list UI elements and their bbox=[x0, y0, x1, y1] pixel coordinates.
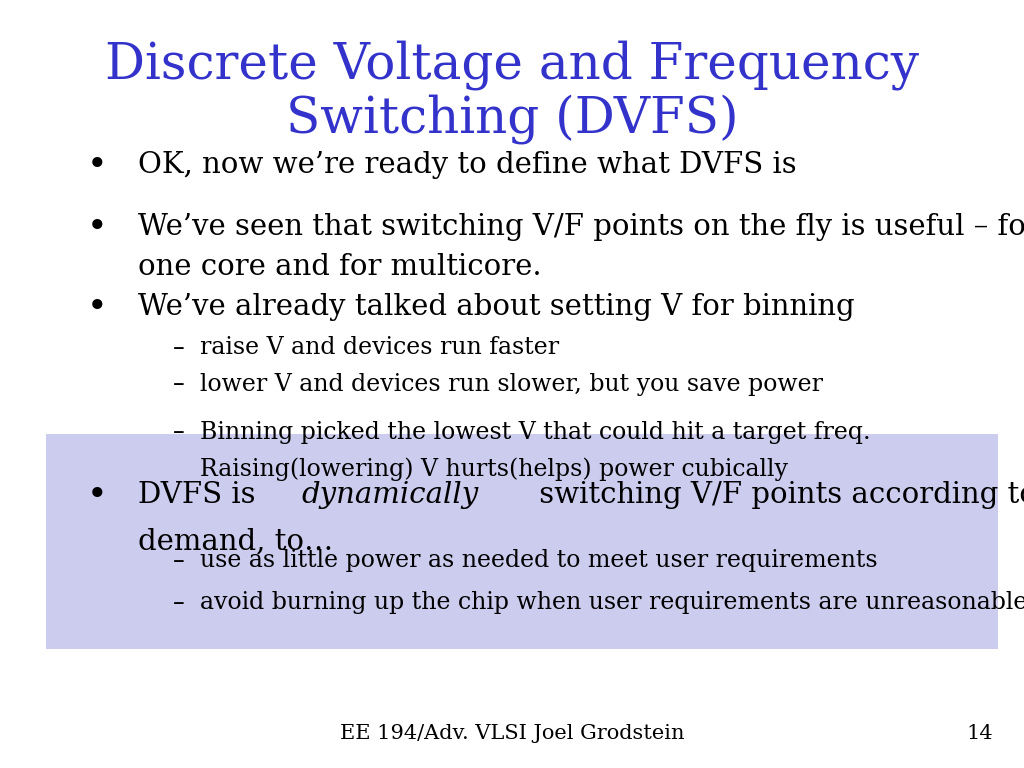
Text: –: – bbox=[173, 372, 185, 396]
Text: •: • bbox=[87, 210, 108, 243]
Text: demand, to…: demand, to… bbox=[138, 528, 334, 555]
Text: DVFS is: DVFS is bbox=[138, 482, 265, 509]
Text: –: – bbox=[173, 548, 185, 573]
Text: •: • bbox=[87, 148, 108, 182]
Text: We’ve already talked about setting V for binning: We’ve already talked about setting V for… bbox=[138, 293, 855, 321]
Text: lower V and devices run slower, but you save power: lower V and devices run slower, but you … bbox=[200, 372, 822, 396]
Text: one core and for multicore.: one core and for multicore. bbox=[138, 253, 542, 281]
Text: We’ve seen that switching V/F points on the fly is useful – for: We’ve seen that switching V/F points on … bbox=[138, 213, 1024, 240]
Text: raise V and devices run faster: raise V and devices run faster bbox=[200, 336, 559, 359]
Text: Discrete Voltage and Frequency: Discrete Voltage and Frequency bbox=[105, 40, 919, 91]
Text: EE 194/Adv. VLSI Joel Grodstein: EE 194/Adv. VLSI Joel Grodstein bbox=[340, 724, 684, 743]
Text: –: – bbox=[173, 336, 185, 360]
Text: Switching (DVFS): Switching (DVFS) bbox=[286, 94, 738, 144]
Text: –: – bbox=[173, 591, 185, 615]
FancyBboxPatch shape bbox=[46, 434, 998, 649]
Text: 14: 14 bbox=[967, 724, 993, 743]
Text: –: – bbox=[173, 420, 185, 445]
Text: •: • bbox=[87, 478, 108, 512]
Text: avoid burning up the chip when user requirements are unreasonable: avoid burning up the chip when user requ… bbox=[200, 591, 1024, 614]
Text: OK, now we’re ready to define what DVFS is: OK, now we’re ready to define what DVFS … bbox=[138, 151, 797, 179]
Text: •: • bbox=[87, 290, 108, 324]
Text: switching V/F points according to user: switching V/F points according to user bbox=[530, 482, 1024, 509]
Text: Raising(lowering) V hurts(helps) power cubically: Raising(lowering) V hurts(helps) power c… bbox=[200, 458, 787, 481]
Text: Binning picked the lowest V that could hit a target freq.: Binning picked the lowest V that could h… bbox=[200, 421, 870, 444]
Text: dynamically: dynamically bbox=[302, 482, 479, 509]
Text: use as little power as needed to meet user requirements: use as little power as needed to meet us… bbox=[200, 549, 878, 572]
